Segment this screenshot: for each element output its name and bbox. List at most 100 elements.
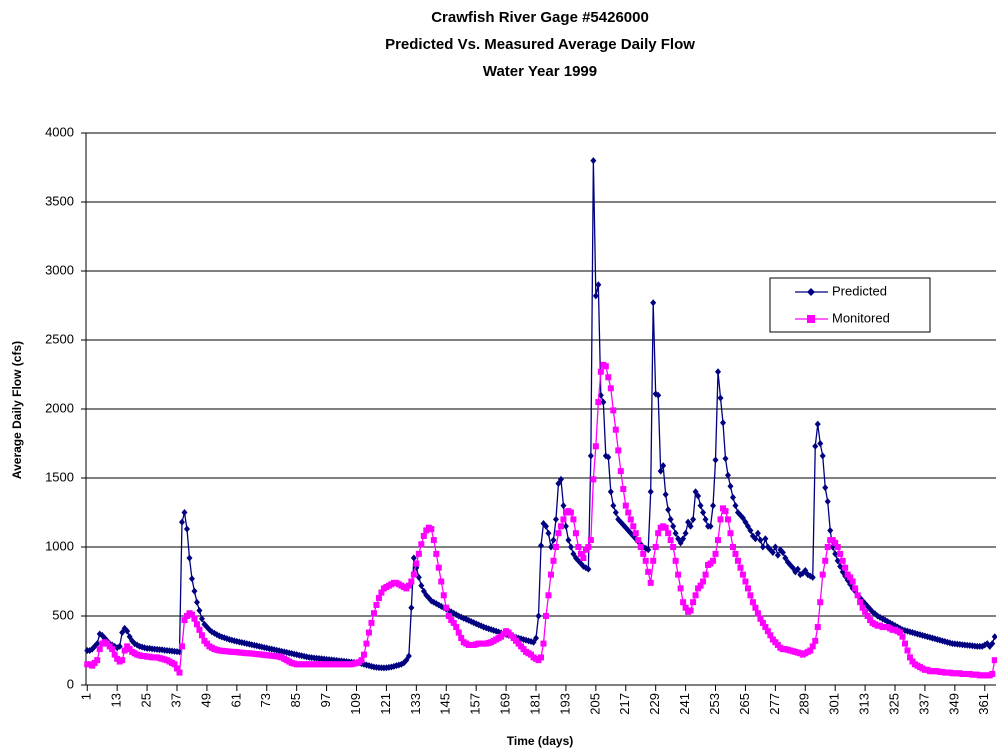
x-tick-label: 313 <box>857 693 872 715</box>
x-tick-label: 1 <box>79 693 94 700</box>
data-point <box>567 509 574 516</box>
data-point <box>592 443 599 450</box>
data-point <box>839 557 846 564</box>
data-point <box>690 599 697 606</box>
x-tick-label: 37 <box>168 693 183 707</box>
data-point <box>809 643 816 650</box>
data-point <box>368 619 375 626</box>
data-point <box>822 484 829 492</box>
data-point <box>862 608 869 615</box>
data-point <box>739 514 746 522</box>
data-point <box>635 537 642 544</box>
data-point <box>186 554 193 562</box>
data-point <box>191 615 198 622</box>
legend-label: Monitored <box>832 310 890 325</box>
data-point <box>565 536 572 544</box>
data-point <box>824 544 831 550</box>
data-point <box>443 604 450 611</box>
y-tick-label: 1000 <box>45 538 74 553</box>
x-tick-label: 145 <box>438 693 453 715</box>
data-point <box>824 497 831 505</box>
legend: Predicted Monitored <box>769 277 931 333</box>
data-point <box>590 476 597 483</box>
chart-title: Crawfish River Gage #5426000 <box>431 9 649 26</box>
data-point <box>720 419 726 427</box>
data-point <box>405 582 412 589</box>
data-point <box>600 398 607 406</box>
data-point <box>662 524 669 531</box>
data-point <box>769 549 776 557</box>
data-point <box>857 599 864 606</box>
x-tick-label: 217 <box>617 693 632 715</box>
data-point <box>430 537 437 544</box>
data-point <box>864 613 871 619</box>
data-point <box>802 566 809 574</box>
data-point <box>747 592 754 599</box>
data-point <box>420 532 427 539</box>
data-point <box>193 598 200 606</box>
data-point <box>577 550 584 557</box>
legend-box <box>769 277 931 333</box>
data-point <box>612 426 619 433</box>
data-point <box>662 491 669 499</box>
x-tick-label: 133 <box>408 693 423 715</box>
data-point <box>670 522 677 530</box>
data-point <box>445 613 452 619</box>
legend-marker <box>807 288 815 296</box>
data-point <box>682 529 689 537</box>
data-point <box>455 629 462 636</box>
data-point <box>650 299 657 307</box>
data-point <box>710 502 717 510</box>
data-point <box>732 550 739 557</box>
data-point <box>408 604 415 612</box>
data-point <box>789 564 796 572</box>
data-point <box>530 638 537 646</box>
data-point <box>991 657 997 664</box>
data-point <box>620 486 627 493</box>
y-tick-label: 2000 <box>45 400 74 415</box>
data-point <box>535 612 542 620</box>
data-point <box>415 550 422 557</box>
data-point <box>762 624 769 631</box>
data-point <box>744 585 751 592</box>
data-point <box>727 530 734 537</box>
data-point <box>779 549 786 557</box>
data-point <box>550 557 557 564</box>
data-point <box>754 529 761 537</box>
data-point <box>722 455 729 463</box>
data-point <box>809 573 816 581</box>
data-point <box>178 643 185 650</box>
data-point <box>665 506 672 514</box>
x-tick-label: 241 <box>677 693 692 715</box>
data-point <box>667 537 674 544</box>
data-point <box>555 530 562 537</box>
y-tick-label: 3500 <box>45 193 74 208</box>
x-tick-label: 61 <box>228 693 243 707</box>
data-point <box>759 543 766 551</box>
data-point <box>847 574 854 581</box>
x-tick-label: 277 <box>767 693 782 715</box>
data-point <box>96 646 103 653</box>
data-point <box>570 550 577 558</box>
data-point <box>732 502 739 510</box>
data-point <box>657 467 664 475</box>
data-point <box>650 557 657 564</box>
x-tick-label: 265 <box>737 693 752 715</box>
y-tick-label: 500 <box>52 607 74 622</box>
data-point <box>906 654 913 661</box>
data-point <box>119 657 126 664</box>
data-point <box>700 509 707 516</box>
data-point <box>181 509 188 516</box>
data-point <box>645 568 652 575</box>
data-point <box>607 488 614 496</box>
data-point <box>124 627 131 635</box>
y-tick-label: 2500 <box>45 331 74 346</box>
data-point <box>899 633 906 640</box>
data-point <box>749 599 756 606</box>
data-point <box>819 571 826 578</box>
data-point <box>547 571 554 578</box>
data-point <box>697 582 704 589</box>
x-tick-label: 193 <box>557 693 572 715</box>
data-point <box>647 579 654 586</box>
data-point <box>742 518 749 526</box>
